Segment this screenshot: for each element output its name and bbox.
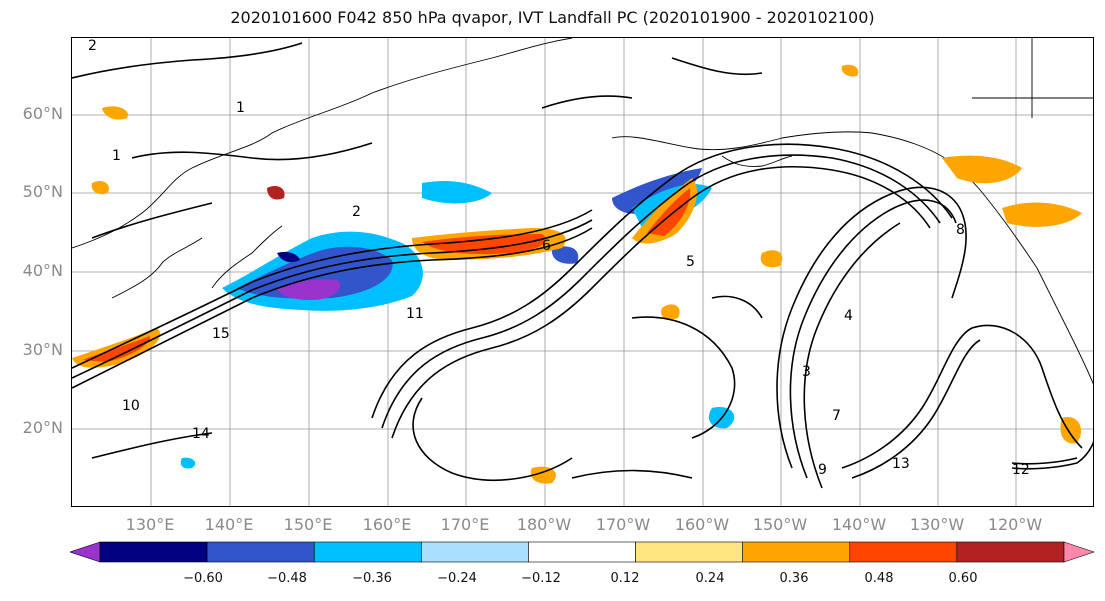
contour-label: 4 — [844, 308, 853, 324]
map-canvas: 2 1 1 2 4 6 8 10 12 14 3 5 7 9 11 13 15 — [72, 38, 1093, 506]
colorbar-tick: 0.24 — [695, 571, 725, 586]
colorbar-tick: −0.36 — [352, 571, 392, 586]
lat-label-30n: 30°N — [22, 340, 63, 359]
colorbar-tick: 0.60 — [948, 571, 978, 586]
contour-label: 14 — [192, 426, 210, 442]
contour-label: 11 — [406, 306, 424, 322]
lon-label-140e: 140°E — [204, 515, 254, 534]
colorbar-tick: 0.36 — [779, 571, 809, 586]
colorbar-tick: −0.60 — [183, 571, 223, 586]
contour-label: 8 — [956, 222, 965, 238]
lon-label-150w: 150°W — [752, 515, 808, 534]
contour-label: 10 — [122, 398, 140, 414]
coastlines — [72, 38, 1093, 385]
lat-label-60n: 60°N — [22, 104, 63, 123]
colorbar-segment — [849, 541, 958, 563]
colorbar-segment — [956, 541, 1065, 563]
colorbar-segment — [742, 541, 851, 563]
colorbar-segment — [70, 541, 101, 563]
lon-label-170w: 170°W — [595, 515, 651, 534]
colorbar — [70, 541, 1095, 563]
lon-label-120w: 120°W — [987, 515, 1043, 534]
colorbar-tick: 0.48 — [864, 571, 894, 586]
contour-label: 7 — [832, 408, 841, 424]
contour-label: 6 — [542, 238, 551, 254]
contour-label: 3 — [802, 364, 811, 380]
lon-label-180w: 180°W — [516, 515, 572, 534]
contour-label: 2 — [88, 38, 97, 54]
colorbar-tick: −0.12 — [521, 571, 561, 586]
contour-label: 15 — [212, 326, 230, 342]
lon-label-170e: 170°E — [440, 515, 490, 534]
lat-label-40n: 40°N — [22, 261, 63, 280]
contour-label: 12 — [1012, 462, 1030, 478]
colorbar-segment — [206, 541, 315, 563]
contour-label: 13 — [892, 456, 910, 472]
lon-label-140w: 140°W — [831, 515, 887, 534]
lon-label-160e: 160°E — [362, 515, 412, 534]
colorbar-segment — [528, 541, 636, 563]
colorbar-segment — [421, 541, 529, 563]
lon-label-130w: 130°W — [909, 515, 965, 534]
contour-label: 1 — [236, 100, 245, 116]
lon-label-150e: 150°E — [283, 515, 333, 534]
lat-label-50n: 50°N — [22, 182, 63, 201]
colorbar-segment — [1063, 541, 1095, 563]
colorbar-tick: −0.48 — [267, 571, 307, 586]
contour-labels: 2 1 1 2 4 6 8 10 12 14 3 5 7 9 11 13 15 — [88, 38, 1030, 478]
contour-label: 5 — [686, 254, 695, 270]
colorbar-tick: −0.24 — [437, 571, 477, 586]
graticule — [72, 38, 1093, 506]
lon-label-130e: 130°E — [125, 515, 175, 534]
lat-label-20n: 20°N — [22, 418, 63, 437]
map-panel: 2 1 1 2 4 6 8 10 12 14 3 5 7 9 11 13 15 — [71, 37, 1094, 507]
contour-label: 1 — [112, 148, 121, 164]
lon-label-160w: 160°W — [674, 515, 730, 534]
contour-label: 2 — [352, 204, 361, 220]
ivt-contours — [72, 42, 1093, 489]
colorbar-segment — [635, 541, 743, 563]
colorbar-segment — [99, 541, 208, 563]
contour-label: 9 — [818, 462, 827, 478]
colorbar-segment — [313, 541, 422, 563]
colorbar-tick: 0.12 — [610, 571, 640, 586]
map-title: 2020101600 F042 850 hPa qvapor, IVT Land… — [230, 8, 875, 27]
